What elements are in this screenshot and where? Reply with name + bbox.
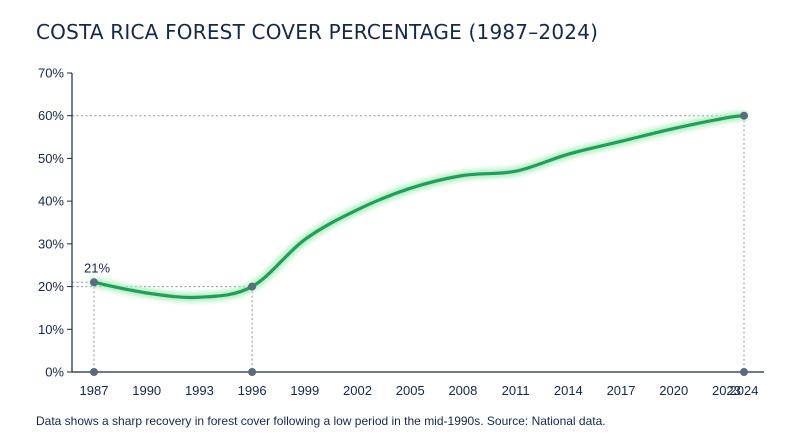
highlight-markers — [90, 111, 748, 376]
y-tick-label: 10% — [38, 322, 64, 337]
y-tick-label: 50% — [38, 151, 64, 166]
x-tick-label: 2020 — [659, 383, 688, 398]
y-tick-label: 20% — [38, 279, 64, 294]
series-forest-cover — [89, 111, 749, 302]
x-axis-tick-labels: 1987 1990 1993 1996 1999 2002 2005 2008 2011 2014… — [80, 383, 759, 398]
y-tick-label: 30% — [38, 236, 64, 251]
axes — [67, 72, 764, 373]
x-axis-marker — [248, 368, 257, 376]
y-axis-tick-labels: 0% 10% 20% 30% 40% 50% 60% 70% — [38, 66, 64, 380]
x-tick-label: 1990 — [132, 383, 161, 398]
chart-title: COSTA RICA FOREST COVER PERCENTAGE (1987… — [36, 20, 599, 44]
x-tick-label: 2023 — [712, 383, 741, 398]
guide-lines — [72, 115, 745, 372]
x-tick-label: 2008 — [448, 383, 477, 398]
data-label: 21% — [84, 260, 110, 275]
x-axis-marker — [740, 368, 748, 376]
series-line — [92, 114, 746, 300]
y-tick-label: 60% — [38, 108, 64, 123]
data-point-marker — [740, 111, 748, 120]
x-tick-label: 2014 — [554, 383, 583, 398]
y-tick-label: 40% — [38, 194, 64, 209]
x-tick-label: 2017 — [607, 383, 636, 398]
x-tick-label: 2005 — [396, 383, 425, 398]
series-glow — [89, 111, 749, 302]
x-tick-label: 1993 — [185, 383, 214, 398]
data-labels: 21% — [84, 260, 110, 275]
x-tick-label: 1999 — [290, 383, 319, 398]
y-tick-label: 70% — [38, 66, 64, 81]
data-point-marker — [90, 278, 98, 287]
x-axis-marker — [90, 368, 98, 376]
y-tick-label: 0% — [45, 365, 64, 380]
data-point-marker — [248, 282, 257, 291]
x-tick-label: 2002 — [343, 383, 372, 398]
x-tick-label: 2011 — [502, 383, 530, 398]
chart-caption: Data shows a sharp recovery in forest co… — [36, 414, 606, 428]
x-tick-label: 1996 — [238, 383, 267, 398]
x-tick-label: 2024 — [730, 383, 759, 398]
x-tick-label: 1987 — [80, 383, 109, 398]
